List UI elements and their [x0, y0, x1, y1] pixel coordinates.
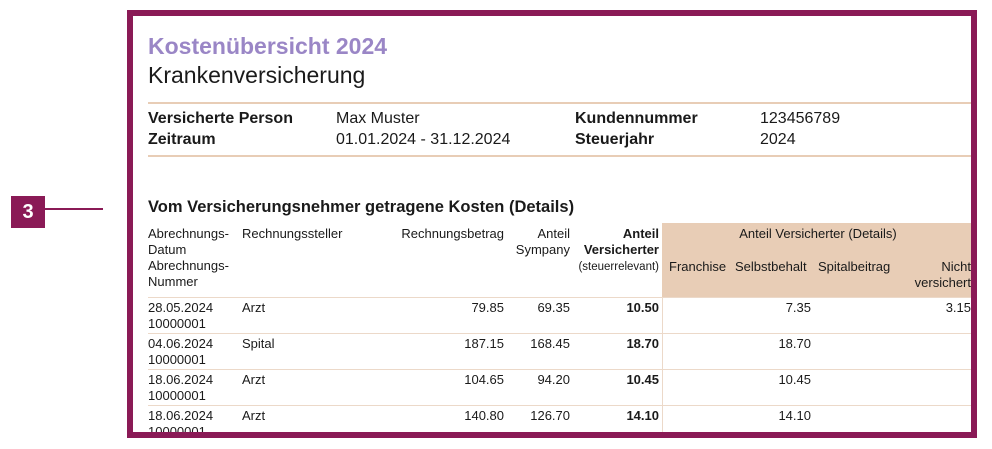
insured-person-label: Versicherte Person — [148, 110, 293, 127]
document-frame: Kostenübersicht 2024 Krankenversicherung… — [127, 10, 977, 438]
row-not-insured: 3.15 — [945, 300, 971, 315]
col-header-issuer: Rechnungssteller — [242, 226, 343, 241]
row-amount: 79.85 — [471, 300, 504, 315]
details-column-divider — [662, 297, 663, 432]
period-label: Zeitraum — [148, 131, 216, 148]
row-sympany-share: 69.35 — [537, 300, 570, 315]
row-number: 10000001 — [148, 424, 206, 438]
row-number: 10000001 — [148, 388, 206, 403]
row-issuer: Arzt — [242, 408, 266, 423]
table-row-divider — [148, 405, 971, 406]
row-insured-share: 14.10 — [626, 408, 659, 423]
tax-year-value: 2024 — [760, 131, 796, 148]
row-amount: 104.65 — [464, 372, 504, 387]
col-header-sympany-share: Anteil Sympany — [515, 226, 570, 257]
row-deductible: 18.70 — [778, 336, 811, 351]
row-insured-share: 10.45 — [626, 372, 659, 387]
table-row-divider — [148, 297, 971, 298]
row-sympany-share: 94.20 — [537, 372, 570, 387]
tax-year-label: Steuerjahr — [575, 131, 655, 148]
row-insured-share: 18.70 — [626, 336, 659, 351]
row-number: 10000001 — [148, 352, 206, 367]
callout-pointer-line — [45, 208, 103, 210]
row-date: 18.06.2024 — [148, 372, 214, 387]
row-amount: 140.80 — [464, 408, 504, 423]
period-value: 01.01.2024 - 31.12.2024 — [336, 131, 511, 148]
row-issuer: Spital — [242, 336, 275, 351]
customer-number-label: Kundennummer — [575, 110, 698, 127]
row-date: 28.05.2024 — [148, 300, 214, 315]
row-deductible: 10.45 — [778, 372, 811, 387]
col-header-amount: Rechnungsbetrag — [401, 226, 504, 241]
row-number: 10000001 — [148, 316, 206, 331]
col-header-franchise: Franchise — [669, 259, 727, 274]
details-header-shading — [662, 223, 971, 297]
col-header-not-insured: Nicht versichert — [914, 259, 971, 290]
section-title: Vom Versicherungsnehmer getragene Kosten… — [148, 198, 575, 216]
row-insured-share: 10.50 — [626, 300, 659, 315]
col-header-date-number: Abrechnungs- Datum Abrechnungs- Nummer — [148, 226, 229, 289]
row-deductible: 7.35 — [785, 300, 811, 315]
col-group-header-details: Anteil Versicherter (Details) — [739, 226, 897, 241]
insured-person-value: Max Muster — [336, 110, 420, 127]
row-sympany-share: 126.70 — [530, 408, 570, 423]
row-deductible: 14.10 — [778, 408, 811, 423]
customer-number-value: 123456789 — [760, 110, 841, 127]
col-header-insured-share-note: (steuerrelevant) — [578, 261, 659, 273]
col-header-deductible: Selbstbehalt — [735, 259, 807, 274]
callout-number-badge: 3 — [11, 196, 45, 228]
table-row-divider — [148, 369, 971, 370]
header-divider-bottom — [148, 155, 971, 157]
row-sympany-share: 168.45 — [530, 336, 570, 351]
document-subtitle: Krankenversicherung — [148, 62, 366, 88]
row-issuer: Arzt — [242, 300, 266, 315]
row-date: 04.06.2024 — [148, 336, 214, 351]
header-divider-top — [148, 102, 971, 104]
row-amount: 187.15 — [464, 336, 504, 351]
col-header-insured-share: Anteil Versicherter — [583, 226, 659, 257]
table-row-divider — [148, 333, 971, 334]
col-header-hospital-fee: Spitalbeitrag — [818, 259, 891, 274]
row-date: 18.06.2024 — [148, 408, 214, 423]
row-issuer: Arzt — [242, 372, 266, 387]
document-title: Kostenübersicht 2024 — [148, 33, 388, 59]
